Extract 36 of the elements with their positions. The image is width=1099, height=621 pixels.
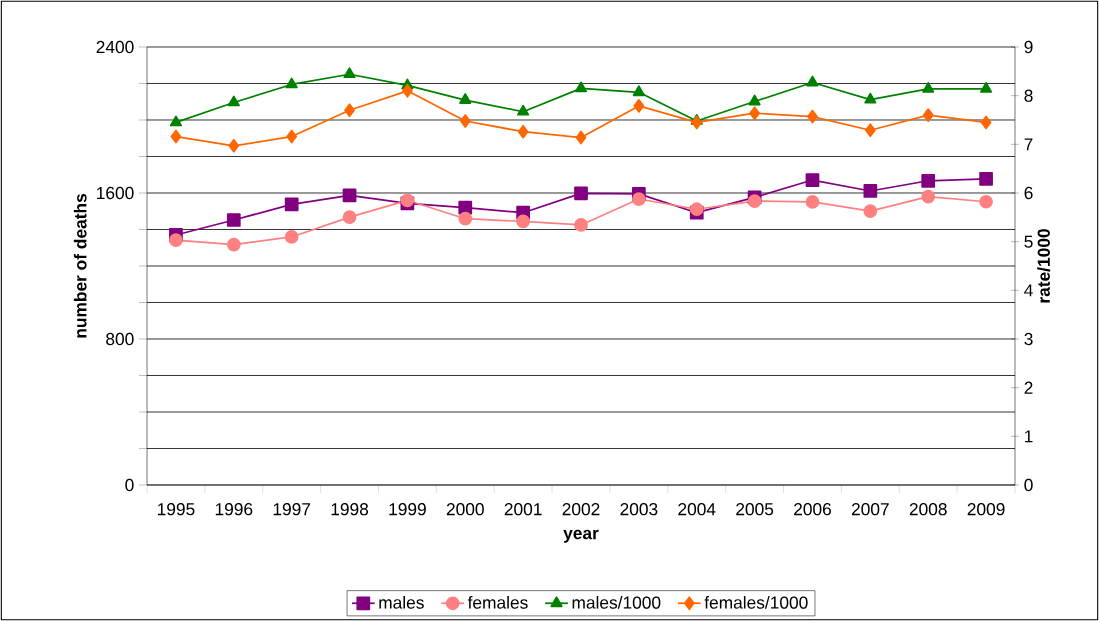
x-tick-label: 2001 — [504, 503, 542, 516]
y2-tick-label: 1 — [1025, 430, 1033, 443]
y2-tick-label: 3 — [1024, 332, 1033, 346]
x-tick-label: 1996 — [215, 503, 253, 516]
x-tick-label: 2004 — [678, 503, 716, 516]
y2-axis-title: rate/1000 — [1037, 229, 1051, 303]
y-tick-label: 2400 — [96, 40, 134, 54]
x-tick-label: 1998 — [331, 503, 369, 516]
y2-tick-label: 5 — [1024, 235, 1033, 248]
y2-tick-label: 4 — [1024, 284, 1033, 297]
legend-label: males/1000 — [572, 595, 661, 609]
y2-tick-label: 6 — [1024, 186, 1033, 200]
legend-label: males — [379, 595, 424, 609]
x-tick-label: 2008 — [909, 503, 947, 516]
y2-tick-label: 7 — [1024, 138, 1033, 151]
y2-tick-label: 9 — [1024, 40, 1033, 54]
x-tick-label: 2005 — [736, 503, 774, 516]
y2-tick-label: 8 — [1024, 89, 1033, 102]
y-tick-label: 1600 — [97, 186, 134, 200]
legend-label: females — [467, 595, 528, 609]
y-tick-label: 800 — [106, 332, 134, 346]
y2-tick-label: 2 — [1024, 381, 1033, 394]
x-tick-label: 2000 — [446, 503, 484, 516]
legend-label: females/1000 — [704, 595, 808, 609]
y-axis-title: number of deaths — [73, 194, 87, 338]
x-tick-label: 1997 — [273, 503, 311, 516]
x-axis-title: year — [563, 529, 599, 543]
y2-tick-label: 0 — [1024, 478, 1033, 492]
x-tick-label: 2006 — [794, 503, 831, 516]
x-tick-label: 2009 — [967, 503, 1005, 516]
x-tick-label: 2007 — [851, 503, 889, 516]
x-tick-label: 1995 — [157, 503, 195, 516]
y-tick-label: 0 — [125, 478, 134, 492]
x-tick-label: 2003 — [620, 503, 658, 516]
x-tick-label: 1999 — [389, 503, 426, 516]
x-tick-label: 2002 — [562, 503, 600, 516]
